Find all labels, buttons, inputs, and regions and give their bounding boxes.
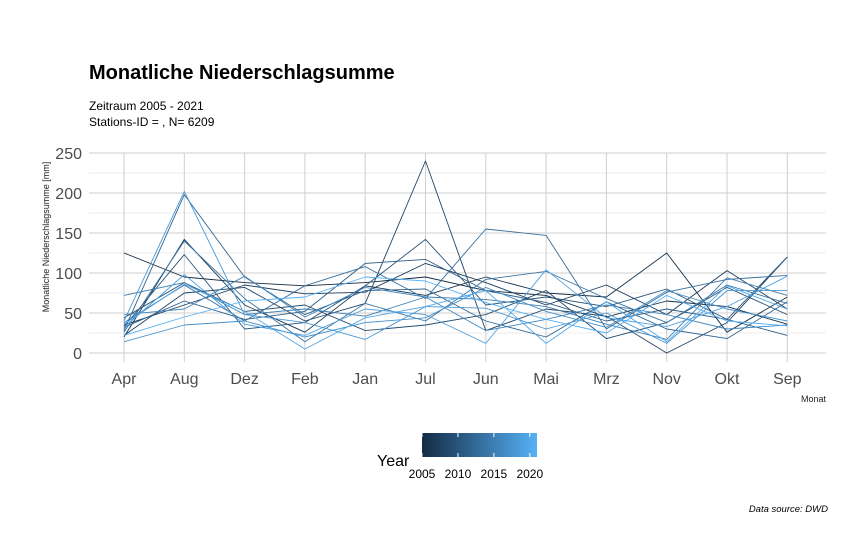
x-tick-label: Apr [112,371,138,388]
y-tick-label: 50 [64,306,82,323]
x-axis-ticks: Apr Aug Dez Feb Jan Jul Jun Mai Mrz Nov Okt Sep [112,371,802,388]
x-axis-label: Monat [801,394,827,404]
chart-subtitle: Zeitraum 2005 - 2021 Stations-ID = , N= … [89,98,214,130]
x-tick-label: Jun [473,371,499,388]
x-tick-label: Aug [170,371,198,388]
series-line-2014 [123,240,788,343]
series-line-2016 [123,275,788,332]
series-line-2021 [123,276,788,336]
legend-colorbar [422,433,537,457]
data-source-caption: Data source: DWD [748,504,828,515]
legend-tick-label: 2010 [445,467,472,481]
series-lines [123,160,788,354]
y-axis-ticks: 0 50 100 150 200 250 [55,146,82,363]
plot-grid [89,152,826,362]
subtitle-station: Stations-ID = , N= 6209 [89,115,215,129]
legend-ticks: 2005 2010 2015 2020 [409,433,543,481]
x-tick-label: Dez [230,371,258,388]
series-line-2018 [123,190,788,344]
y-tick-label: 0 [73,346,82,363]
y-tick-label: 250 [55,146,82,163]
subtitle-period: Zeitraum 2005 - 2021 [89,99,204,113]
color-legend: Year 2005 2010 2015 2020 [377,433,543,481]
series-line-2020 [123,283,788,350]
legend-title: Year [377,453,410,470]
series-line-2017 [123,286,788,343]
chart-title: Monatliche Niederschlagsumme [89,62,395,84]
y-tick-label: 100 [55,266,82,283]
legend-tick-label: 2015 [481,467,508,481]
y-tick-label: 150 [55,226,82,243]
x-tick-label: Mai [533,371,559,388]
x-tick-label: Sep [773,371,802,388]
series-line-2009 [123,282,788,340]
x-tick-label: Nov [652,371,680,388]
x-tick-label: Mrz [593,371,620,388]
series-line-2013 [123,228,788,330]
x-tick-label: Jul [415,371,435,388]
x-tick-label: Feb [291,371,319,388]
legend-tick-label: 2005 [409,467,436,481]
x-tick-label: Jan [352,371,378,388]
legend-tick-label: 2020 [516,467,543,481]
series-line-2012 [123,194,788,340]
y-tick-label: 200 [55,186,82,203]
series-line-2019 [123,269,788,344]
series-line-2008 [123,160,788,354]
y-axis-label: Monatliche Niederschlagsumme [mm] [41,162,51,313]
x-tick-label: Okt [715,371,740,388]
